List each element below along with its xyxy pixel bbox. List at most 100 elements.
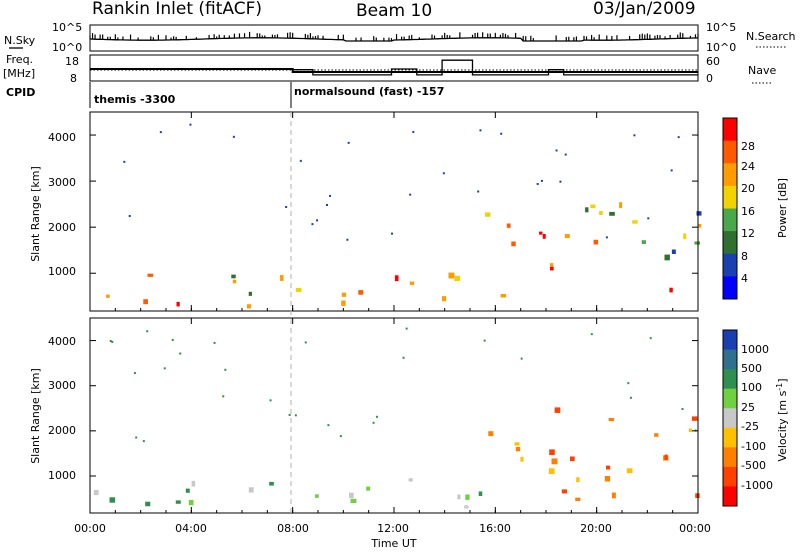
velocity-colorbar-swatch — [723, 447, 737, 468]
cpid-segment-2: normalsound (fast) -157 — [294, 85, 444, 98]
isolated-point — [111, 340, 114, 343]
scatter-cell — [697, 224, 702, 228]
isolated-point — [375, 415, 378, 418]
date-label: 03/Jan/2009 — [593, 0, 696, 19]
scatter-cell — [147, 273, 154, 277]
nave-label: Nave — [748, 64, 776, 77]
velocity-colorbar-swatch — [723, 408, 737, 429]
power-ytick-1000: 1000 — [48, 265, 76, 278]
isolated-point — [159, 131, 162, 134]
isolated-point — [311, 223, 314, 226]
x-tick-labels: 00:00 04:00 08:00 12:00 16:00 20:00 00:0… — [74, 522, 711, 535]
scatter-cell — [520, 456, 524, 462]
isolated-point — [135, 436, 138, 439]
velocity-panel: Slant Range [km] 1000 2000 3000 4000 — [29, 317, 700, 514]
scatter-cell — [632, 220, 638, 224]
scatter-cell — [143, 299, 149, 305]
nsearch-label: N.Search — [746, 30, 796, 43]
scatter-cell — [664, 454, 668, 460]
isolated-point — [442, 172, 445, 175]
power-cbar-tick-28: 28 — [741, 140, 755, 153]
power-colorbar-swatch — [723, 231, 737, 255]
vel-cbar-tick-500: 500 — [741, 362, 762, 375]
scatter-cell — [609, 211, 615, 216]
scatter-cell — [619, 202, 623, 209]
power-ytick-2000: 2000 — [48, 221, 76, 234]
isolated-point — [189, 123, 192, 126]
velocity-ytick-3000: 3000 — [48, 379, 76, 392]
isolated-point — [109, 340, 112, 343]
power-colorbar-swatch — [723, 276, 737, 300]
nave-tick-bottom: 0 — [706, 72, 713, 85]
isolated-point — [339, 435, 342, 438]
isolated-point — [405, 327, 408, 330]
power-colorbar: 28 24 20 16 12 8 4 Power [dB] — [722, 117, 789, 300]
scatter-cell — [694, 241, 701, 245]
beam-label: Beam 10 — [356, 1, 432, 21]
scatter-cell — [465, 494, 470, 500]
isolated-point — [409, 193, 412, 196]
scatter-cell — [654, 433, 659, 437]
scatter-cell — [576, 477, 580, 483]
isolated-point — [179, 352, 182, 355]
isolated-point — [605, 236, 608, 239]
velocity-colorbar-swatch — [723, 369, 737, 390]
nave-tick-top: 60 — [706, 55, 720, 68]
scatter-cell — [688, 428, 693, 432]
cpid-row: themis -3300 normalsound (fast) -157 — [89, 82, 444, 108]
scatter-cell — [671, 249, 676, 254]
xtick-1600: 16:00 — [479, 522, 511, 535]
power-cbar-tick-8: 8 — [741, 250, 748, 263]
isolated-point — [142, 440, 145, 443]
velocity-colorbar: 1000 500 100 25 -25 -100 -500 -1000 Velo… — [722, 329, 789, 507]
scatter-cell — [454, 275, 461, 282]
velocity-colorbar-swatch — [723, 330, 737, 351]
vel-cbar-tick-100: 100 — [741, 381, 762, 394]
scatter-cell — [626, 468, 633, 474]
scatter-cell — [669, 287, 673, 293]
isolated-point — [536, 182, 539, 185]
xtick-0000: 00:00 — [74, 522, 106, 535]
isolated-point — [171, 338, 174, 341]
vel-cbar-tick-m500: -500 — [741, 459, 766, 472]
vel-cbar-tick-m1000: -1000 — [741, 479, 773, 492]
scatter-cell — [248, 291, 252, 296]
scatter-cell — [664, 254, 670, 261]
nsky-tick-bottom: 10^0 — [52, 41, 82, 54]
power-data — [106, 123, 702, 309]
vel-cbar-tick-m25: -25 — [741, 420, 759, 433]
scatter-cell — [175, 500, 181, 504]
velocity-colorbar-swatch — [723, 486, 737, 507]
power-cbar-label: Power [dB] — [776, 178, 789, 238]
power-cbar-tick-4: 4 — [741, 272, 748, 285]
freq-tick-bottom: 8 — [70, 72, 77, 85]
scatter-cell — [464, 505, 469, 509]
velocity-ytick-2000: 2000 — [48, 424, 76, 437]
scatter-cell — [561, 489, 568, 494]
velocity-data — [93, 327, 700, 509]
scatter-cell — [448, 272, 455, 279]
freq-tick-top: 18 — [65, 55, 79, 68]
power-cbar-tick-20: 20 — [741, 182, 755, 195]
xtick-0400: 04:00 — [175, 522, 207, 535]
isolated-point — [412, 130, 415, 133]
scatter-cell — [542, 234, 546, 239]
isolated-point — [346, 238, 349, 241]
isolated-point — [299, 159, 302, 162]
scatter-cell — [315, 494, 319, 498]
nsky-spikes — [89, 31, 699, 41]
scatter-cell — [641, 240, 646, 245]
isolated-point — [146, 330, 149, 333]
cpid-segment-1: themis -3300 — [94, 93, 176, 106]
isolated-point — [479, 129, 482, 132]
scatter-cell — [554, 407, 561, 413]
isolated-point — [633, 134, 636, 137]
isolated-point — [294, 414, 297, 417]
power-colorbar-swatch — [723, 253, 737, 277]
isolated-point — [347, 141, 350, 144]
scatter-cell — [269, 481, 274, 486]
isolated-point — [163, 367, 166, 370]
scatter-cell — [106, 294, 110, 298]
scatter-cell — [93, 489, 99, 496]
